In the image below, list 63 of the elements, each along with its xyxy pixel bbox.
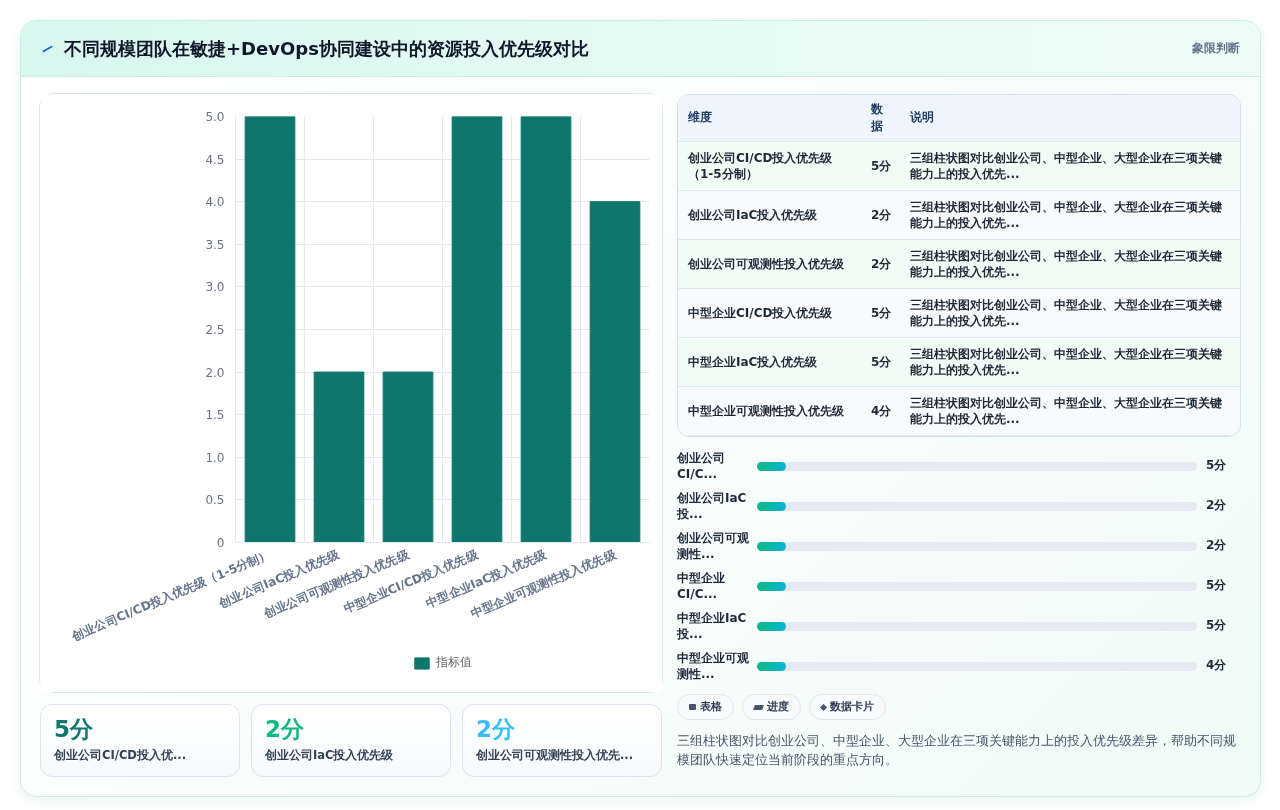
y-tick-label: 0	[216, 536, 225, 550]
text: 三组柱状图对比创业公司、中型企业、大型企业在三项关键能力上的投入优先...	[900, 191, 1240, 240]
text: 创业公司CI/CD投入优先级（1-5分制）	[678, 142, 861, 191]
bar	[589, 201, 641, 543]
y-tick-label: 3.5	[205, 237, 225, 252]
text: 三组柱状图对比创业公司、中型企业、大型企业在三项关键能力上的投入优先...	[900, 387, 1240, 436]
text: 创业公司可观测性投入优先级	[678, 240, 861, 289]
y-tick-label: 2.0	[205, 365, 225, 380]
text: 2分	[1206, 537, 1227, 555]
text: 三组柱状图对比创业公司、中型企业、大型企业在三项关键能力上的投入优先...	[900, 338, 1240, 387]
y-tick-label: 1.0	[205, 450, 225, 465]
text: 创业公司IaC投入优先级	[265, 747, 395, 763]
y-tick-label: 4.0	[205, 195, 225, 210]
legend-label: 指标值	[435, 654, 472, 671]
bar	[520, 116, 572, 543]
text: 中型企业可观测性...	[677, 650, 750, 682]
bar	[451, 116, 503, 543]
text: 2分	[861, 191, 900, 240]
text: 进度	[742, 694, 801, 720]
y-tick-label: 2.5	[205, 323, 225, 337]
text: 说明	[900, 95, 1240, 142]
text: 三组柱状图对比创业公司、中型企业、大型企业在三项关键能力上的投入优先级差异，帮助不同规模团队快速定位当前阶段的重点方向。	[677, 732, 1237, 769]
text: 5分	[861, 142, 900, 191]
text: 数据卡片	[809, 694, 886, 720]
y-tick-label: 3.0	[205, 280, 225, 295]
text: 三组柱状图对比创业公司、中型企业、大型企业在三项关键能力上的投入优先...	[900, 142, 1240, 191]
text: 2分	[265, 716, 305, 743]
text: 中型企业CI/C...	[677, 570, 726, 602]
text: 象限判断	[1192, 40, 1240, 58]
text: 5分	[1206, 457, 1227, 475]
text: 创业公司IaC投...	[677, 490, 748, 522]
text: 中型企业可观测性投入优先级	[678, 387, 861, 436]
text: 中型企业CI/CD投入优先级	[678, 289, 861, 338]
bar	[313, 371, 365, 543]
text: 表格	[677, 694, 734, 720]
y-tick-label: 5.0	[205, 110, 225, 124]
text: 创业公司可观测性...	[677, 530, 750, 562]
y-tick-label: 1.5	[205, 408, 225, 423]
text: 创业公司可观测性投入优先...	[476, 747, 635, 763]
text: 2分	[476, 716, 516, 743]
text: 5分	[861, 289, 900, 338]
text: 4分	[1206, 657, 1227, 675]
text: 2分	[861, 240, 900, 289]
text: 维度	[678, 95, 861, 142]
text: 5分	[861, 338, 900, 387]
text: 4分	[861, 387, 900, 436]
text: 三组柱状图对比创业公司、中型企业、大型企业在三项关键能力上的投入优先...	[900, 289, 1240, 338]
text: 5分	[1206, 577, 1227, 595]
text: 中型企业IaC投入优先级	[678, 338, 861, 387]
text: 2分	[1206, 497, 1227, 515]
text: 三组柱状图对比创业公司、中型企业、大型企业在三项关键能力上的投入优先...	[900, 240, 1240, 289]
y-tick-label: 0.5	[205, 493, 225, 508]
text: 5分	[54, 716, 94, 743]
text: 数据	[861, 95, 900, 142]
text: 创业公司CI/C...	[677, 450, 726, 482]
y-tick-label: 4.5	[205, 152, 225, 167]
text: 创业公司IaC投入优先级	[678, 191, 861, 240]
text: 中型企业IaC投...	[677, 610, 748, 642]
chart-title: 不同规模团队在敏捷+DevOps协同建设中的资源投入优先级对比	[64, 37, 589, 62]
text: 5分	[1206, 617, 1227, 635]
text: 创业公司CI/CD投入优...	[54, 747, 187, 763]
bar	[244, 116, 296, 543]
bar	[382, 371, 434, 543]
